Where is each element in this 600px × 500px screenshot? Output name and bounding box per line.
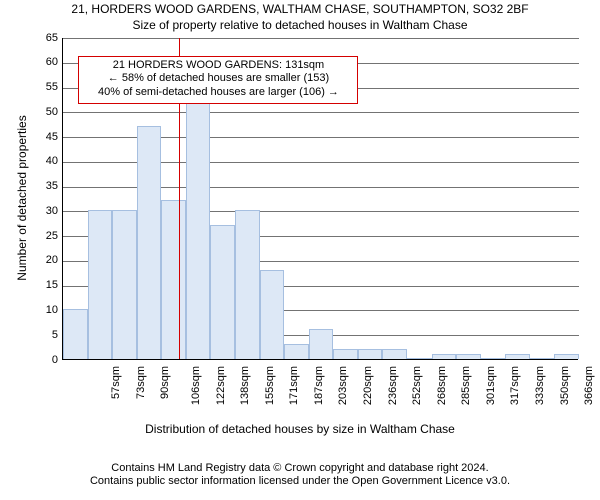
histogram-bar — [382, 349, 407, 359]
annotation-box: 21 HORDERS WOOD GARDENS: 131sqm← 58% of … — [78, 56, 358, 104]
footer-line2: Contains public sector information licen… — [0, 475, 600, 488]
x-tick-label: 350sqm — [559, 366, 571, 405]
x-tick-label: 171sqm — [288, 366, 300, 405]
histogram-bar — [554, 354, 579, 359]
y-tick-label: 20 — [30, 254, 58, 266]
y-tick-label: 50 — [30, 106, 58, 118]
chart-container: 21, HORDERS WOOD GARDENS, WALTHAM CHASE,… — [0, 0, 600, 500]
x-tick-label: 285sqm — [460, 366, 472, 405]
x-tick-label: 122sqm — [215, 366, 227, 405]
y-tick-label: 5 — [30, 329, 58, 341]
y-tick-label: 55 — [30, 81, 58, 93]
histogram-bar — [505, 354, 530, 359]
histogram-bar — [530, 358, 555, 359]
x-tick-label: 317sqm — [510, 366, 522, 405]
y-tick-label: 35 — [30, 180, 58, 192]
histogram-bar — [63, 309, 88, 359]
x-tick-label: 203sqm — [338, 366, 350, 405]
x-tick-label: 252sqm — [411, 366, 423, 405]
annotation-line: ← 58% of detached houses are smaller (15… — [83, 72, 353, 86]
histogram-bar — [88, 210, 113, 359]
x-tick-label: 366sqm — [583, 366, 595, 405]
x-tick-label: 301sqm — [485, 366, 497, 405]
histogram-bar — [137, 126, 162, 359]
y-tick-label: 15 — [30, 279, 58, 291]
y-tick-label: 45 — [30, 131, 58, 143]
x-tick-label: 57sqm — [110, 366, 122, 399]
histogram-bar — [284, 344, 309, 359]
x-tick-label: 155sqm — [264, 366, 276, 405]
x-tick-label: 138sqm — [239, 366, 251, 405]
x-tick-label: 220sqm — [362, 366, 374, 405]
histogram-bar — [186, 101, 211, 359]
y-tick-label: 40 — [30, 155, 58, 167]
y-axis-label: Number of detached properties — [15, 37, 29, 359]
histogram-bar — [260, 270, 285, 359]
histogram-bar — [432, 354, 457, 359]
histogram-bar — [161, 200, 186, 359]
x-tick-label: 333sqm — [534, 366, 546, 405]
y-tick-label: 65 — [30, 32, 58, 44]
annotation-line: 21 HORDERS WOOD GARDENS: 131sqm — [83, 59, 353, 73]
x-tick-label: 106sqm — [190, 366, 202, 405]
histogram-bar — [309, 329, 334, 359]
footer-line1: Contains HM Land Registry data © Crown c… — [0, 462, 600, 475]
histogram-bar — [112, 210, 137, 359]
histogram-bar — [333, 349, 358, 359]
y-tick-label: 30 — [30, 205, 58, 217]
x-axis-label: Distribution of detached houses by size … — [0, 422, 600, 436]
y-tick-label: 0 — [30, 354, 58, 366]
x-tick-label: 268sqm — [436, 366, 448, 405]
x-tick-label: 73sqm — [135, 366, 147, 399]
histogram-bar — [481, 358, 506, 359]
footer-text: Contains HM Land Registry data © Crown c… — [0, 462, 600, 488]
x-tick-label: 236sqm — [387, 366, 399, 405]
plot-area: 21 HORDERS WOOD GARDENS: 131sqm← 58% of … — [62, 38, 578, 360]
histogram-bar — [407, 358, 432, 359]
histogram-bar — [456, 354, 481, 359]
x-tick-label: 187sqm — [313, 366, 325, 405]
annotation-line: 40% of semi-detached houses are larger (… — [83, 86, 353, 100]
y-tick-label: 25 — [30, 230, 58, 242]
histogram-bar — [210, 225, 235, 359]
chart-title-line2: Size of property relative to detached ho… — [0, 18, 600, 32]
x-tick-label: 90sqm — [159, 366, 171, 399]
chart-title-line1: 21, HORDERS WOOD GARDENS, WALTHAM CHASE,… — [0, 2, 600, 16]
y-tick-label: 60 — [30, 56, 58, 68]
histogram-bar — [358, 349, 383, 359]
histogram-bar — [235, 210, 260, 359]
y-tick-label: 10 — [30, 304, 58, 316]
